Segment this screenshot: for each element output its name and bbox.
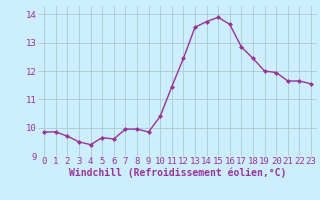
X-axis label: Windchill (Refroidissement éolien,°C): Windchill (Refroidissement éolien,°C): [69, 168, 286, 178]
